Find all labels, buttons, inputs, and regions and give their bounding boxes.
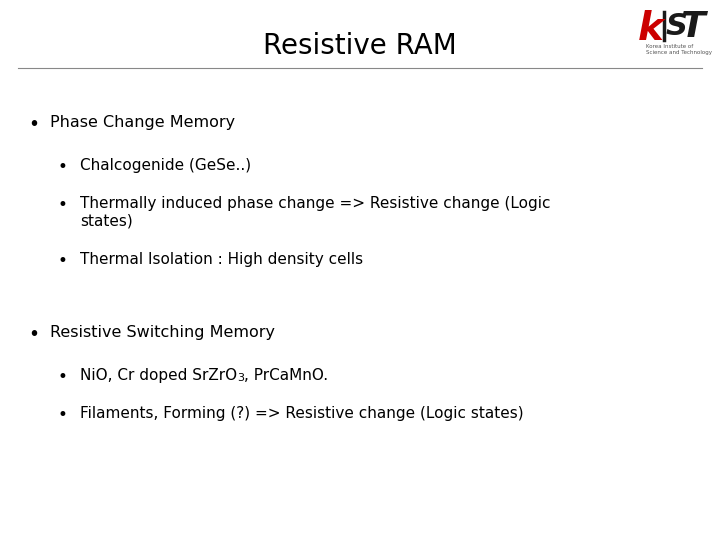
Text: •: • bbox=[58, 368, 68, 386]
Text: •: • bbox=[28, 115, 39, 134]
Text: •: • bbox=[58, 158, 68, 176]
Text: T: T bbox=[680, 10, 705, 44]
Text: Resistive RAM: Resistive RAM bbox=[263, 32, 457, 60]
Text: 3: 3 bbox=[237, 373, 244, 383]
Text: Thermally induced phase change => Resistive change (Logic: Thermally induced phase change => Resist… bbox=[80, 196, 551, 211]
Text: Korea Institute of
Science and Technology: Korea Institute of Science and Technolog… bbox=[646, 44, 712, 55]
Text: k: k bbox=[638, 10, 664, 48]
Text: states): states) bbox=[80, 214, 132, 229]
Text: Chalcogenide (GeSe..): Chalcogenide (GeSe..) bbox=[80, 158, 251, 173]
Text: , PrCaMnO.: , PrCaMnO. bbox=[244, 368, 328, 383]
Text: Phase Change Memory: Phase Change Memory bbox=[50, 115, 235, 130]
Text: •: • bbox=[58, 406, 68, 424]
Text: •: • bbox=[28, 325, 39, 344]
Text: S: S bbox=[666, 12, 688, 41]
Text: •: • bbox=[58, 196, 68, 214]
Text: •: • bbox=[58, 252, 68, 270]
Text: Resistive Switching Memory: Resistive Switching Memory bbox=[50, 325, 275, 340]
Text: NiO, Cr doped SrZrO: NiO, Cr doped SrZrO bbox=[80, 368, 237, 383]
Text: Thermal Isolation : High density cells: Thermal Isolation : High density cells bbox=[80, 252, 363, 267]
Text: Filaments, Forming (?) => Resistive change (Logic states): Filaments, Forming (?) => Resistive chan… bbox=[80, 406, 523, 421]
